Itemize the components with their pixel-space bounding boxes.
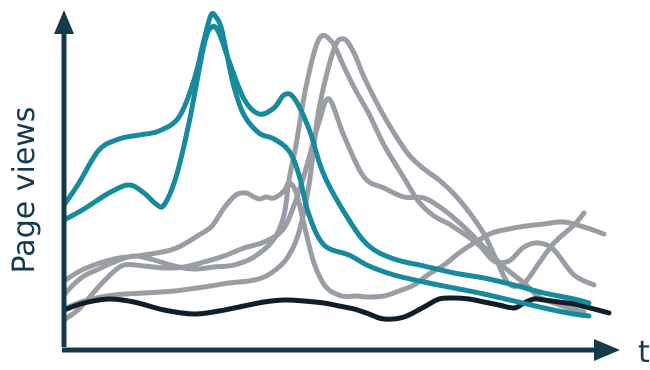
y-axis-arrow-icon [54, 10, 74, 34]
x-axis-arrow-icon [594, 339, 620, 361]
y-axis-label: Page views [7, 107, 42, 274]
series-line-2 [61, 23, 592, 306]
series-line-7 [61, 295, 612, 322]
series-line-3 [61, 180, 607, 300]
series-line-6 [61, 96, 587, 323]
series-line-1 [61, 10, 592, 319]
series-line-5 [61, 36, 587, 312]
series-layer [61, 10, 612, 323]
x-axis-label: t [638, 335, 650, 370]
